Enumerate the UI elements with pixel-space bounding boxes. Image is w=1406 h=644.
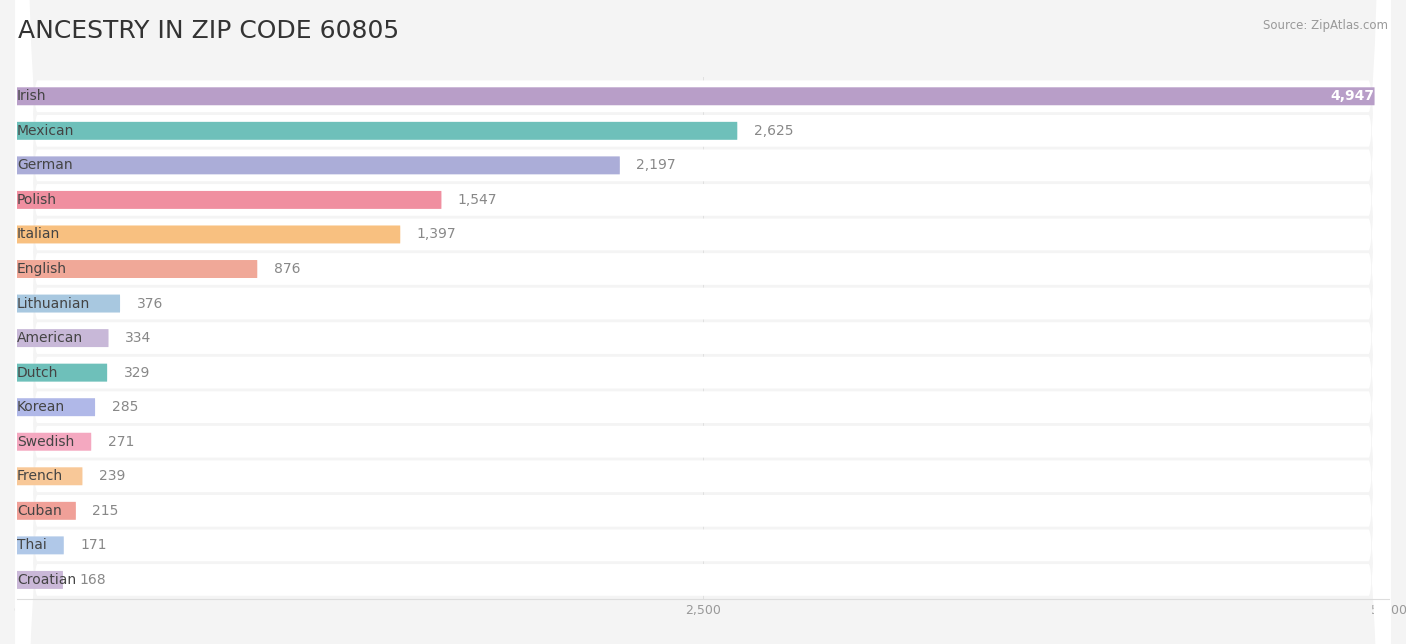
- Text: 2,197: 2,197: [637, 158, 676, 173]
- Text: Source: ZipAtlas.com: Source: ZipAtlas.com: [1263, 19, 1388, 32]
- Text: 171: 171: [80, 538, 107, 553]
- FancyBboxPatch shape: [17, 329, 108, 347]
- FancyBboxPatch shape: [15, 0, 1391, 644]
- FancyBboxPatch shape: [15, 0, 1391, 644]
- Text: 168: 168: [80, 573, 105, 587]
- Text: ANCESTRY IN ZIP CODE 60805: ANCESTRY IN ZIP CODE 60805: [18, 19, 399, 43]
- Text: 239: 239: [98, 469, 125, 483]
- Text: Irish: Irish: [17, 90, 46, 103]
- Text: Italian: Italian: [17, 227, 60, 242]
- Text: Korean: Korean: [17, 400, 65, 414]
- Text: 285: 285: [111, 400, 138, 414]
- FancyBboxPatch shape: [17, 398, 96, 416]
- FancyBboxPatch shape: [15, 0, 1391, 644]
- Text: Thai: Thai: [17, 538, 46, 553]
- Text: 334: 334: [125, 331, 152, 345]
- Text: 1,547: 1,547: [458, 193, 498, 207]
- FancyBboxPatch shape: [17, 571, 63, 589]
- FancyBboxPatch shape: [17, 191, 441, 209]
- FancyBboxPatch shape: [17, 468, 83, 486]
- FancyBboxPatch shape: [15, 0, 1391, 644]
- FancyBboxPatch shape: [17, 294, 120, 312]
- Text: Mexican: Mexican: [17, 124, 75, 138]
- Text: 1,397: 1,397: [416, 227, 457, 242]
- FancyBboxPatch shape: [17, 260, 257, 278]
- FancyBboxPatch shape: [15, 0, 1391, 644]
- FancyBboxPatch shape: [15, 0, 1391, 644]
- FancyBboxPatch shape: [15, 0, 1391, 644]
- Text: Cuban: Cuban: [17, 504, 62, 518]
- FancyBboxPatch shape: [15, 0, 1391, 644]
- FancyBboxPatch shape: [15, 0, 1391, 644]
- FancyBboxPatch shape: [17, 122, 737, 140]
- FancyBboxPatch shape: [15, 0, 1391, 644]
- Text: Croatian: Croatian: [17, 573, 76, 587]
- Text: Dutch: Dutch: [17, 366, 59, 380]
- Text: 876: 876: [274, 262, 301, 276]
- FancyBboxPatch shape: [17, 433, 91, 451]
- Text: 4,947: 4,947: [1330, 90, 1375, 103]
- Text: Polish: Polish: [17, 193, 58, 207]
- FancyBboxPatch shape: [17, 536, 63, 554]
- Text: 376: 376: [136, 296, 163, 310]
- Text: 2,625: 2,625: [754, 124, 793, 138]
- FancyBboxPatch shape: [17, 364, 107, 382]
- Text: 215: 215: [93, 504, 118, 518]
- Text: Swedish: Swedish: [17, 435, 75, 449]
- FancyBboxPatch shape: [15, 0, 1391, 644]
- FancyBboxPatch shape: [17, 225, 401, 243]
- Text: 329: 329: [124, 366, 150, 380]
- FancyBboxPatch shape: [15, 0, 1391, 644]
- Text: English: English: [17, 262, 67, 276]
- Text: 271: 271: [108, 435, 134, 449]
- FancyBboxPatch shape: [15, 0, 1391, 644]
- FancyBboxPatch shape: [17, 502, 76, 520]
- Text: American: American: [17, 331, 83, 345]
- FancyBboxPatch shape: [17, 156, 620, 175]
- Text: Lithuanian: Lithuanian: [17, 296, 90, 310]
- Text: German: German: [17, 158, 73, 173]
- FancyBboxPatch shape: [15, 0, 1391, 644]
- FancyBboxPatch shape: [17, 88, 1375, 105]
- FancyBboxPatch shape: [15, 0, 1391, 644]
- Text: French: French: [17, 469, 63, 483]
